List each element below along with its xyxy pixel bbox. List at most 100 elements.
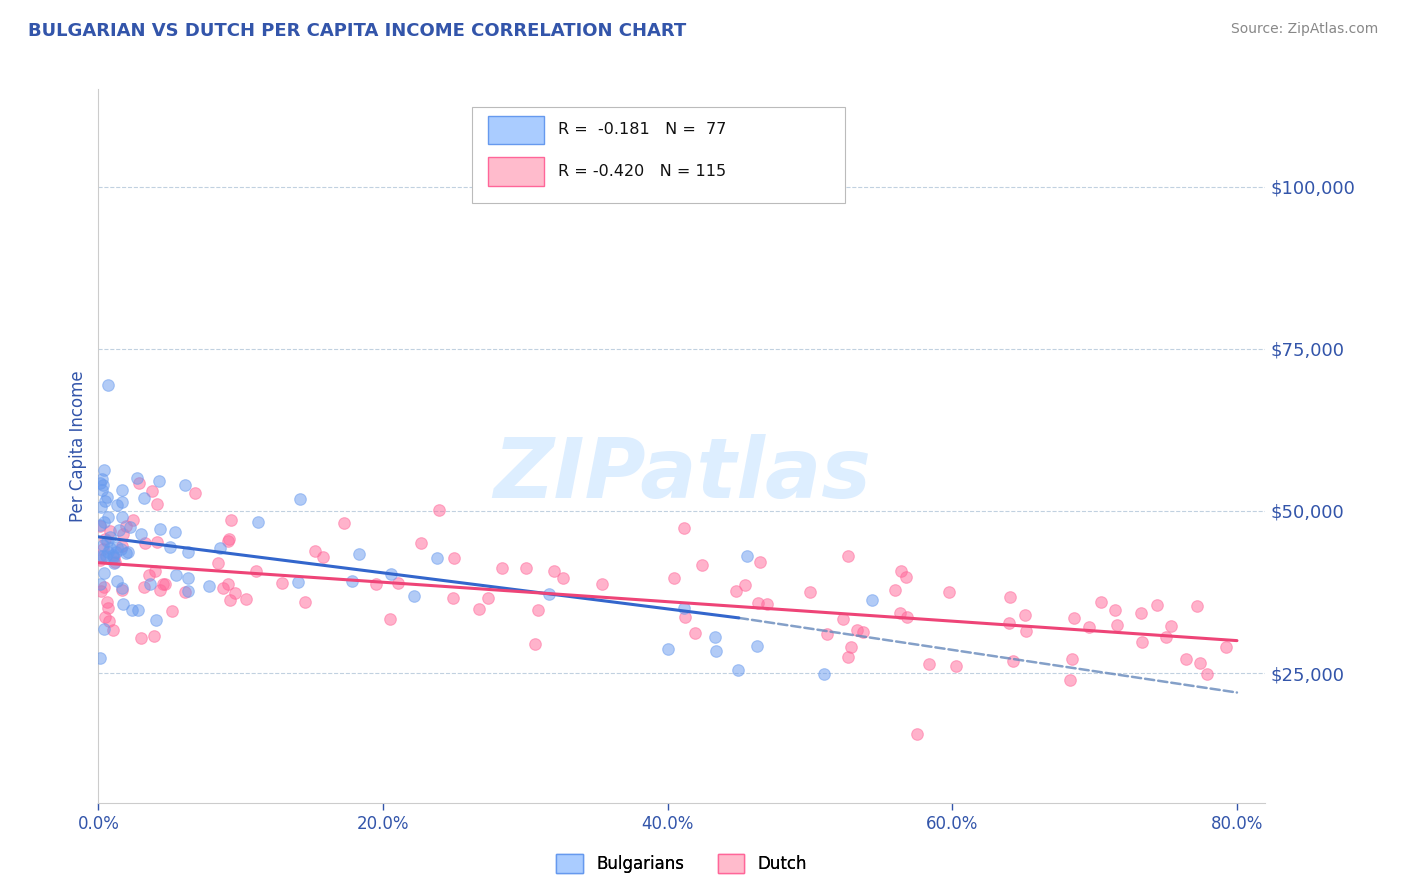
Point xyxy=(198,579,221,593)
Point xyxy=(896,610,918,624)
Point xyxy=(1188,656,1211,670)
Point xyxy=(380,566,402,581)
Point xyxy=(1063,611,1085,625)
Point xyxy=(132,580,155,594)
Point xyxy=(94,549,117,563)
Point xyxy=(96,595,118,609)
Point xyxy=(97,377,120,392)
Point xyxy=(105,540,128,554)
Point xyxy=(111,510,134,524)
Point xyxy=(121,602,143,616)
Point xyxy=(735,549,758,563)
Point xyxy=(217,534,239,549)
Point xyxy=(184,486,207,500)
Point xyxy=(380,612,402,626)
Point xyxy=(271,576,294,591)
Point xyxy=(245,564,267,578)
Point xyxy=(177,571,200,585)
Point xyxy=(91,478,114,492)
Point xyxy=(94,532,117,546)
Point xyxy=(89,553,111,567)
Point xyxy=(219,513,242,527)
Point xyxy=(884,582,907,597)
Point xyxy=(129,527,152,541)
Point xyxy=(98,614,121,628)
Point xyxy=(553,571,575,585)
Point xyxy=(107,574,129,588)
Point xyxy=(852,625,875,640)
Point xyxy=(443,551,465,566)
Point xyxy=(89,549,111,564)
Point xyxy=(111,526,134,541)
Point xyxy=(218,593,240,607)
Point xyxy=(860,592,883,607)
Point xyxy=(163,525,186,540)
Point xyxy=(155,577,177,591)
Point xyxy=(89,476,111,491)
Point xyxy=(97,545,120,559)
Point xyxy=(146,535,169,549)
Point xyxy=(441,591,464,605)
Point xyxy=(427,503,450,517)
Point xyxy=(745,640,768,654)
Point xyxy=(1154,630,1177,644)
Point xyxy=(138,567,160,582)
Point xyxy=(142,629,165,643)
Point xyxy=(97,510,120,524)
Point xyxy=(90,583,112,598)
Point xyxy=(159,540,181,554)
Point xyxy=(103,550,125,565)
Point xyxy=(89,519,111,533)
Point xyxy=(91,538,114,552)
Point xyxy=(1000,590,1022,604)
Point xyxy=(890,564,912,578)
Point xyxy=(1015,624,1038,638)
Point xyxy=(97,601,120,615)
Point xyxy=(1078,620,1101,634)
Point xyxy=(103,556,125,570)
Point xyxy=(103,549,125,563)
Point xyxy=(89,650,111,665)
Point xyxy=(207,556,229,570)
Point xyxy=(515,560,537,574)
Point xyxy=(1107,618,1129,632)
Point xyxy=(1215,640,1237,654)
Point xyxy=(118,520,141,534)
Point xyxy=(90,500,112,514)
Point xyxy=(945,659,967,673)
Point xyxy=(837,650,859,665)
Point xyxy=(104,555,127,569)
Point xyxy=(89,577,111,591)
Point xyxy=(845,624,868,638)
Point xyxy=(1185,599,1208,613)
Text: BULGARIAN VS DUTCH PER CAPITA INCOME CORRELATION CHART: BULGARIAN VS DUTCH PER CAPITA INCOME COR… xyxy=(28,22,686,40)
Point xyxy=(93,580,115,594)
Point xyxy=(111,495,134,509)
Point xyxy=(1174,652,1197,666)
Point xyxy=(173,478,195,492)
Point xyxy=(364,577,387,591)
Point xyxy=(907,727,929,741)
Point xyxy=(90,472,112,486)
Point xyxy=(304,544,326,558)
Point xyxy=(100,541,122,555)
Point xyxy=(128,475,150,490)
Point xyxy=(748,555,770,569)
Point xyxy=(93,541,115,556)
Point xyxy=(148,474,170,488)
Point xyxy=(727,663,749,677)
Point xyxy=(1104,603,1126,617)
Legend: Bulgarians, Dutch: Bulgarians, Dutch xyxy=(550,847,814,880)
Point xyxy=(149,583,172,598)
FancyBboxPatch shape xyxy=(488,157,544,186)
Point xyxy=(683,625,706,640)
FancyBboxPatch shape xyxy=(488,116,544,145)
Point xyxy=(139,577,162,591)
Point xyxy=(1002,654,1025,668)
Point xyxy=(131,631,153,645)
Point xyxy=(662,572,685,586)
Point xyxy=(107,523,129,537)
Point xyxy=(1059,673,1081,688)
Point xyxy=(724,583,747,598)
Point xyxy=(110,542,132,557)
